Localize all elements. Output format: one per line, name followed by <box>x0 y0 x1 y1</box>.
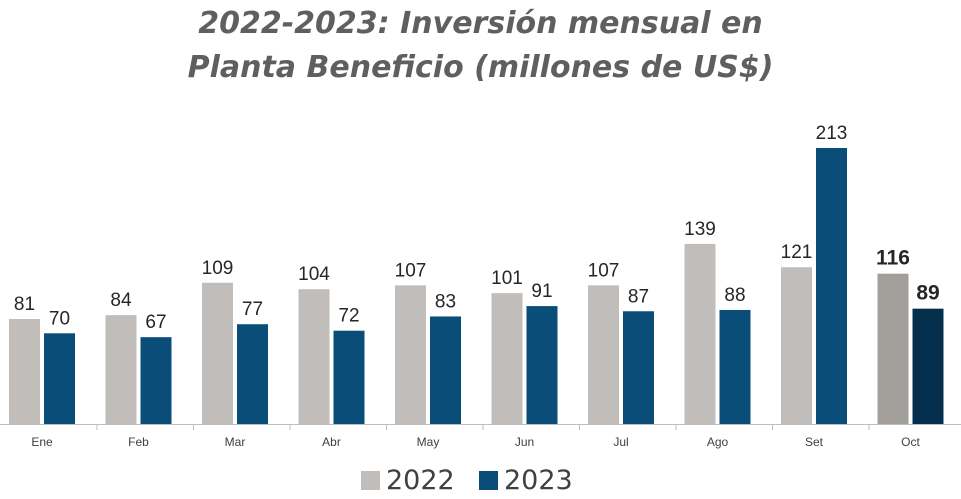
data-label-2023-set: 213 <box>816 123 848 144</box>
bar-2022-mar <box>202 283 233 424</box>
x-tick-label-abr: Abr <box>322 435 341 449</box>
x-tick-label-ene: Ene <box>31 435 53 449</box>
data-label-2022-ago: 139 <box>684 219 716 240</box>
x-tick-label-jun: Jun <box>515 435 534 449</box>
data-label-2023-jul: 87 <box>628 286 649 307</box>
bar-2022-jul <box>588 285 619 424</box>
data-label-2022-set: 121 <box>781 242 813 263</box>
bar-2022-jun <box>492 293 523 424</box>
x-tick-label-oct: Oct <box>901 435 920 449</box>
data-label-2023-mar: 77 <box>242 299 263 320</box>
bar-2023-oct <box>913 309 944 424</box>
data-label-2022-feb: 84 <box>110 290 132 311</box>
bar-2023-feb <box>141 337 172 424</box>
data-label-2022-jun: 101 <box>491 268 523 289</box>
data-label-2022-mar: 109 <box>202 258 234 279</box>
legend-item-2022: 2022 <box>361 462 455 498</box>
bar-2022-ene <box>9 319 40 424</box>
data-label-2023-may: 83 <box>435 291 456 312</box>
data-label-2022-ene: 81 <box>14 294 35 315</box>
bar-2023-set <box>816 148 847 424</box>
bar-2023-jul <box>623 311 654 424</box>
data-label-2022-may: 107 <box>395 260 427 281</box>
bar-2022-may <box>395 285 426 424</box>
bar-2022-oct <box>878 274 909 424</box>
bar-2022-set <box>781 267 812 424</box>
data-label-2023-oct: 89 <box>916 282 939 305</box>
legend-label-2023: 2023 <box>504 465 573 496</box>
bar-chart: 81 70 Ene 84 67 Feb 109 77 Mar 104 72 Abr 107 83 May 10… <box>0 0 961 499</box>
x-tick-label-ago: Ago <box>707 435 729 449</box>
bar-2023-ago <box>720 310 751 424</box>
legend-item-2023: 2023 <box>479 462 573 498</box>
bar-2022-ago <box>685 244 716 424</box>
legend-swatch-2023 <box>479 471 498 490</box>
data-label-2022-oct: 116 <box>876 247 910 270</box>
data-label-2022-jul: 107 <box>588 260 620 281</box>
bar-2023-jun <box>527 306 558 424</box>
data-label-2023-abr: 72 <box>338 306 359 327</box>
data-label-2023-ago: 88 <box>724 285 745 306</box>
data-label-2022-abr: 104 <box>298 264 330 285</box>
bar-2023-mar <box>237 324 268 424</box>
bar-2023-ene <box>44 333 75 424</box>
x-tick-label-jul: Jul <box>613 435 628 449</box>
bar-2022-feb <box>106 315 137 424</box>
data-label-2023-jun: 91 <box>531 281 552 302</box>
bar-2023-may <box>430 316 461 424</box>
x-tick-label-mar: Mar <box>225 435 246 449</box>
bar-2023-abr <box>334 331 365 424</box>
data-label-2023-feb: 67 <box>145 312 166 333</box>
x-tick-label-set: Set <box>805 435 824 449</box>
legend-label-2022: 2022 <box>386 465 455 496</box>
data-label-2023-ene: 70 <box>49 308 70 329</box>
x-tick-label-feb: Feb <box>128 435 149 449</box>
legend-swatch-2022 <box>361 471 380 490</box>
bar-2022-abr <box>299 289 330 424</box>
x-tick-label-may: May <box>417 435 440 449</box>
